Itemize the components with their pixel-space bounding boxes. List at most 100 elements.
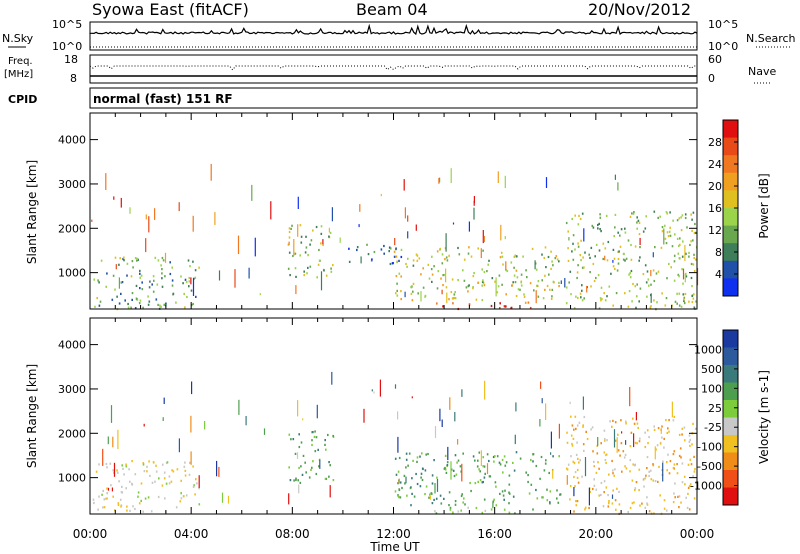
power-cell xyxy=(691,218,693,221)
power-streak xyxy=(331,207,333,222)
power-cell xyxy=(674,233,676,236)
velocity-cell xyxy=(183,495,185,498)
velocity-streak xyxy=(457,439,459,445)
velocity-cell xyxy=(542,496,544,499)
velocity-cell xyxy=(313,435,316,438)
velocity-streak xyxy=(190,415,192,433)
velocity-cell xyxy=(540,455,543,459)
velocity-cell xyxy=(311,466,313,469)
velocity-cell xyxy=(294,452,297,455)
power-cell xyxy=(551,260,553,263)
power-streak xyxy=(210,163,212,181)
power-cell xyxy=(680,229,683,232)
power-cell xyxy=(332,264,334,267)
power-cell xyxy=(669,226,671,229)
velocity-cell xyxy=(431,474,434,477)
velocity-cell xyxy=(483,498,486,501)
power-cell xyxy=(437,270,440,273)
power-cell xyxy=(690,240,692,243)
velocity-cell xyxy=(503,498,505,501)
power-cell xyxy=(681,214,684,217)
power-cell xyxy=(546,284,549,288)
velocity-cell xyxy=(463,497,465,500)
power-cell xyxy=(407,257,409,260)
power-cell xyxy=(644,227,647,230)
power-cell xyxy=(294,267,297,270)
power-cell xyxy=(288,251,291,254)
velocity-cell xyxy=(503,508,506,511)
power-cell xyxy=(656,301,658,304)
velocity-streak xyxy=(191,381,193,395)
velocity-cell xyxy=(317,448,319,451)
velocity-cell xyxy=(474,459,476,462)
power-cell xyxy=(614,213,617,216)
nave-tick-top: 60 xyxy=(708,53,722,66)
power-cell xyxy=(573,307,576,310)
velocity-cell xyxy=(678,495,681,498)
power-cell xyxy=(136,298,139,301)
velocity-cell xyxy=(621,470,623,473)
velocity-cell xyxy=(488,459,490,463)
velocity-cell xyxy=(117,471,119,474)
velocity-cell xyxy=(515,451,518,454)
power-cell xyxy=(581,284,583,287)
power-cell xyxy=(673,279,676,282)
power-cell xyxy=(152,290,155,293)
velocity-cell xyxy=(431,492,433,495)
power-cell xyxy=(549,288,551,291)
power-cell xyxy=(576,276,578,280)
power-cell xyxy=(465,286,468,289)
power-cell xyxy=(305,246,308,249)
power-cell xyxy=(613,257,616,260)
power-cell xyxy=(137,258,139,261)
velocity-cell xyxy=(439,494,442,497)
power-cell xyxy=(676,237,679,240)
power-cell xyxy=(567,247,569,250)
power-cell xyxy=(453,296,455,300)
power-cell xyxy=(598,249,601,252)
velocity-cell xyxy=(689,444,691,447)
freq-label: Freq. xyxy=(8,56,33,67)
velocity-cell xyxy=(673,492,675,495)
power-streak xyxy=(404,207,406,219)
velocity-cell xyxy=(611,425,613,428)
power-streak xyxy=(468,221,470,232)
velocity-cell xyxy=(535,464,538,468)
power-cell xyxy=(645,215,647,218)
x-tick-label: 20:00 xyxy=(579,527,614,541)
velocity-cell xyxy=(611,502,614,505)
power-cell xyxy=(442,305,444,308)
velocity-cell xyxy=(151,481,154,484)
velocity-cell xyxy=(454,454,457,457)
velocity-cell xyxy=(579,459,581,462)
velocity-cell xyxy=(122,467,124,470)
power-cell xyxy=(373,250,376,254)
velocity-cell xyxy=(165,482,168,485)
velocity-cell xyxy=(673,450,676,453)
power-cell xyxy=(424,295,426,298)
power-cell xyxy=(683,299,685,302)
velocity-cell xyxy=(672,466,675,470)
power-cell xyxy=(592,226,595,229)
power-cell xyxy=(577,296,579,300)
power-cell xyxy=(526,276,528,279)
power-cell xyxy=(188,280,191,283)
velocity-cell xyxy=(584,508,586,511)
velocity-cell xyxy=(512,461,514,464)
power-cell xyxy=(303,270,305,273)
power-colorbar-swatch xyxy=(723,260,738,279)
power-cell xyxy=(693,253,695,256)
power-cell xyxy=(322,243,324,247)
velocity-cell xyxy=(193,484,195,487)
power-cell xyxy=(550,297,553,300)
velocity-cell xyxy=(324,477,327,480)
velocity-cell xyxy=(408,452,411,455)
velocity-cell xyxy=(304,461,306,464)
power-cell xyxy=(649,306,652,309)
velocity-streak xyxy=(117,429,119,450)
power-cell xyxy=(305,235,307,238)
velocity-cell xyxy=(557,501,560,504)
velocity-cell xyxy=(612,472,614,475)
velocity-cell xyxy=(147,496,150,499)
power-cell xyxy=(677,252,680,255)
